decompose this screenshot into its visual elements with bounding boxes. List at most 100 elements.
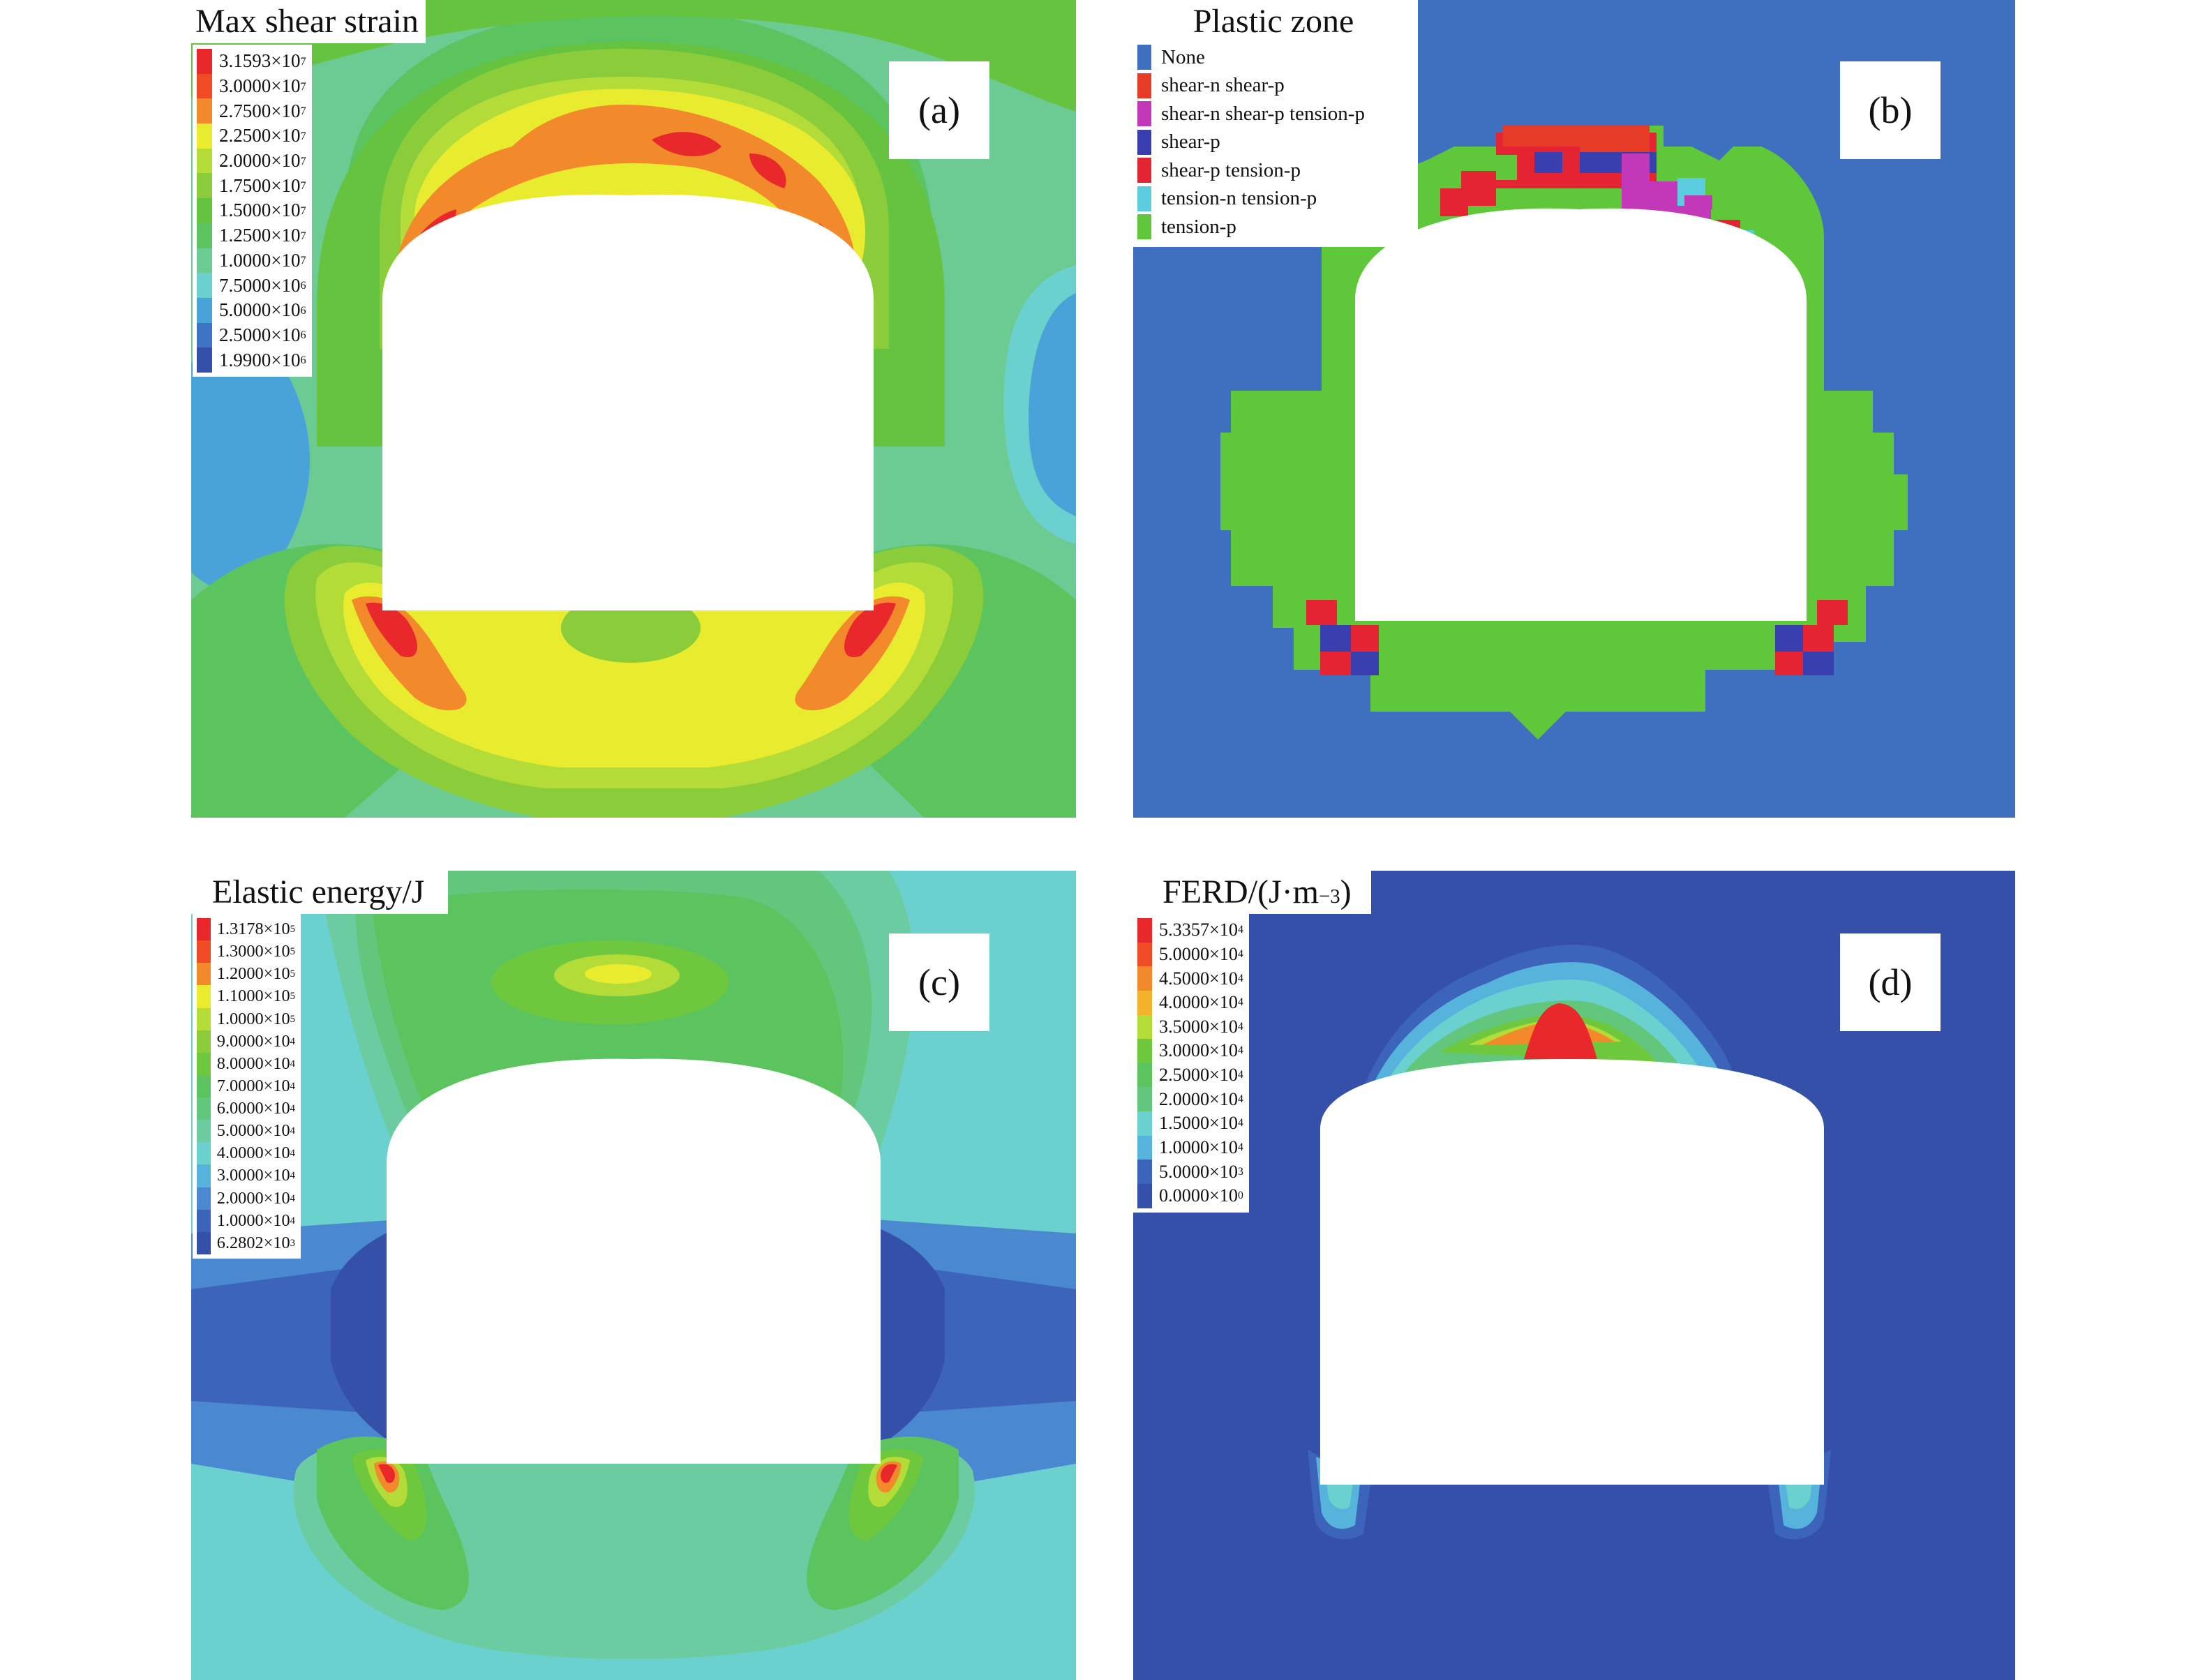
- legend-row: 4.0000×10 4: [1137, 990, 1243, 1015]
- legend-value: 1.3000×10: [216, 942, 290, 961]
- legend-row: 4.0000×10 4: [197, 1142, 295, 1165]
- legend-swatch: [197, 1030, 211, 1053]
- legend-label: tension-p: [1161, 215, 1236, 238]
- legend-row: 5.3357×10 4: [1137, 918, 1243, 943]
- legend-value: 5.0000×10: [219, 299, 301, 321]
- legend-value: 2.5000×10: [1159, 1065, 1238, 1086]
- legend-row: 1.0000×10 7: [197, 248, 306, 273]
- legend-value: 2.5000×10: [219, 324, 301, 345]
- legend-label: tension-n tension-p: [1161, 187, 1317, 210]
- legend-value: 7.5000×10: [219, 274, 301, 296]
- legend-value: 1.3178×10: [216, 920, 290, 939]
- legend-swatch: [197, 198, 212, 223]
- legend-swatch: [197, 1231, 211, 1254]
- legend-value: 2.7500×10: [219, 100, 301, 121]
- legend-swatch: [1137, 1183, 1153, 1208]
- legend-value: 5.0000×10: [1159, 1161, 1238, 1182]
- legend-row: 1.7500×10 7: [197, 173, 306, 199]
- legend-row: 3.0000×10 4: [1137, 1039, 1243, 1063]
- legend-value: 1.0000×10: [216, 1210, 290, 1230]
- legend-swatch: [1137, 1111, 1153, 1136]
- legend-value: 1.0000×10: [1159, 1137, 1238, 1157]
- legend-row: 1.2000×10 5: [197, 963, 295, 986]
- legend-value: 3.0000×10: [216, 1166, 290, 1185]
- legend-swatch: [197, 985, 211, 1008]
- panel-a-legend: 3.1593×10 7 3.0000×10 7 2.7500×10 7 2.2500×10 7…: [193, 45, 312, 377]
- legend-row: 2.5000×10 4: [1137, 1063, 1243, 1088]
- panel-a: Max shear strain 3.1593×10 7 3.0000×10 7 2.7…: [191, 0, 1076, 818]
- legend-value: 1.2000×10: [216, 964, 290, 984]
- legend-value: 2.2500×10: [219, 125, 301, 147]
- legend-swatch: [197, 322, 212, 348]
- legend-swatch: [1137, 73, 1151, 98]
- panel-b-label: (b): [1840, 61, 1941, 159]
- legend-swatch: [1137, 1160, 1153, 1184]
- legend-swatch: [197, 297, 212, 323]
- legend-row: 6.0000×10 4: [197, 1097, 295, 1120]
- legend-value: 9.0000×10: [216, 1031, 290, 1051]
- legend-row: 3.1593×10 7: [197, 49, 306, 74]
- panel-a-title: Max shear strain: [191, 0, 426, 43]
- legend-value: 5.0000×10: [1159, 943, 1238, 964]
- legend-row: 1.3000×10 5: [197, 940, 295, 963]
- legend-swatch: [197, 963, 211, 986]
- legend-swatch: [197, 1120, 211, 1143]
- legend-swatch: [197, 1074, 211, 1097]
- legend-swatch: [1137, 214, 1151, 240]
- legend-value: 1.1000×10: [216, 987, 290, 1006]
- legend-swatch: [1137, 1087, 1153, 1111]
- legend-swatch: [1137, 45, 1151, 70]
- legend-value: 1.9900×10: [219, 349, 301, 370]
- legend-row: 2.7500×10 7: [197, 98, 306, 124]
- legend-swatch: [1137, 1039, 1153, 1063]
- legend-row: None: [1137, 43, 1410, 72]
- legend-row: shear-n shear-p: [1137, 72, 1410, 100]
- legend-swatch: [197, 1052, 211, 1075]
- panel-d-title: FERD/(J·m−3): [1133, 871, 1371, 914]
- plastic-zone-map: [1220, 126, 1908, 740]
- legend-row: tension-n tension-p: [1137, 185, 1410, 213]
- legend-value: 3.0000×10: [219, 75, 301, 97]
- legend-swatch: [197, 1007, 211, 1030]
- legend-value: 7.0000×10: [216, 1076, 290, 1095]
- legend-value: 2.0000×10: [216, 1188, 290, 1208]
- legend-row: 7.0000×10 4: [197, 1074, 295, 1097]
- legend-swatch: [1137, 129, 1151, 155]
- legend-value: 0.0000×10: [1159, 1185, 1238, 1206]
- legend-swatch: [197, 123, 212, 149]
- panel-c-title: Elastic energy/J: [191, 871, 449, 914]
- panel-b: Plastic zone None shear-n shear-p shear-n …: [1133, 0, 2015, 818]
- legend-value: 8.0000×10: [216, 1053, 290, 1073]
- legend-row: 1.3178×10 5: [197, 918, 295, 941]
- legend-label: None: [1161, 45, 1205, 68]
- legend-value: 4.0000×10: [1159, 992, 1238, 1013]
- legend-value: 6.0000×10: [216, 1099, 290, 1118]
- legend-value: 3.1593×10: [219, 50, 301, 72]
- legend-label: shear-p: [1161, 130, 1220, 153]
- legend-value: 5.0000×10: [216, 1121, 290, 1141]
- legend-row: shear-n shear-p tension-p: [1137, 100, 1410, 128]
- legend-row: tension-p: [1137, 213, 1410, 241]
- legend-label: shear-n shear-p tension-p: [1161, 102, 1365, 125]
- legend-value: 1.2500×10: [219, 225, 301, 246]
- legend-row: 1.0000×10 4: [1137, 1135, 1243, 1160]
- legend-swatch: [197, 98, 212, 124]
- legend-swatch: [1137, 918, 1153, 943]
- legend-swatch: [1137, 1014, 1153, 1040]
- legend-swatch: [197, 1142, 211, 1165]
- legend-swatch: [1137, 158, 1151, 183]
- legend-row: shear-p tension-p: [1137, 156, 1410, 185]
- legend-value: 1.5000×10: [1159, 1113, 1238, 1134]
- legend-row: 1.5000×10 4: [1137, 1111, 1243, 1136]
- legend-swatch: [197, 1164, 211, 1187]
- panel-d: FERD/(J·m−3) 5.3357×10 4 5.0000×10 4 4.5000×…: [1133, 871, 2015, 1680]
- legend-row: shear-p: [1137, 128, 1410, 157]
- legend-row: 3.0000×10 4: [197, 1164, 295, 1187]
- legend-value: 2.0000×10: [219, 150, 301, 172]
- panel-b-title: Plastic zone: [1137, 0, 1410, 43]
- legend-swatch: [197, 1209, 211, 1232]
- legend-row: 1.5000×10 7: [197, 198, 306, 223]
- legend-row: 2.0000×10 7: [197, 148, 306, 174]
- legend-swatch: [1137, 101, 1151, 127]
- legend-swatch: [197, 347, 212, 373]
